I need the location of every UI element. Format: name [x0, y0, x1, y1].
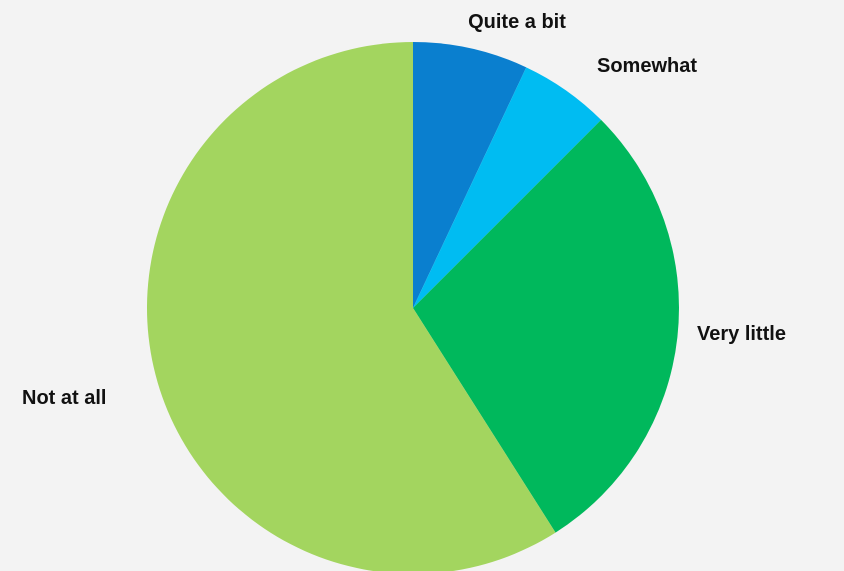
pie-label-quite-a-bit: Quite a bit	[468, 11, 566, 33]
pie-slice-very-little	[413, 119, 679, 533]
pie-label-somewhat: Somewhat	[597, 55, 697, 77]
pie-slice-quite-a-bit	[413, 42, 527, 308]
pie-label-not-at-all: Not at all	[22, 387, 106, 409]
pie-labels: Quite a bit Somewhat Very little Not at all	[22, 11, 786, 409]
pie-label-very-little: Very little	[697, 323, 786, 345]
pie-slices	[146, 42, 679, 571]
pie-slice-not-at-all	[146, 42, 556, 571]
pie-slice-somewhat	[413, 67, 602, 308]
